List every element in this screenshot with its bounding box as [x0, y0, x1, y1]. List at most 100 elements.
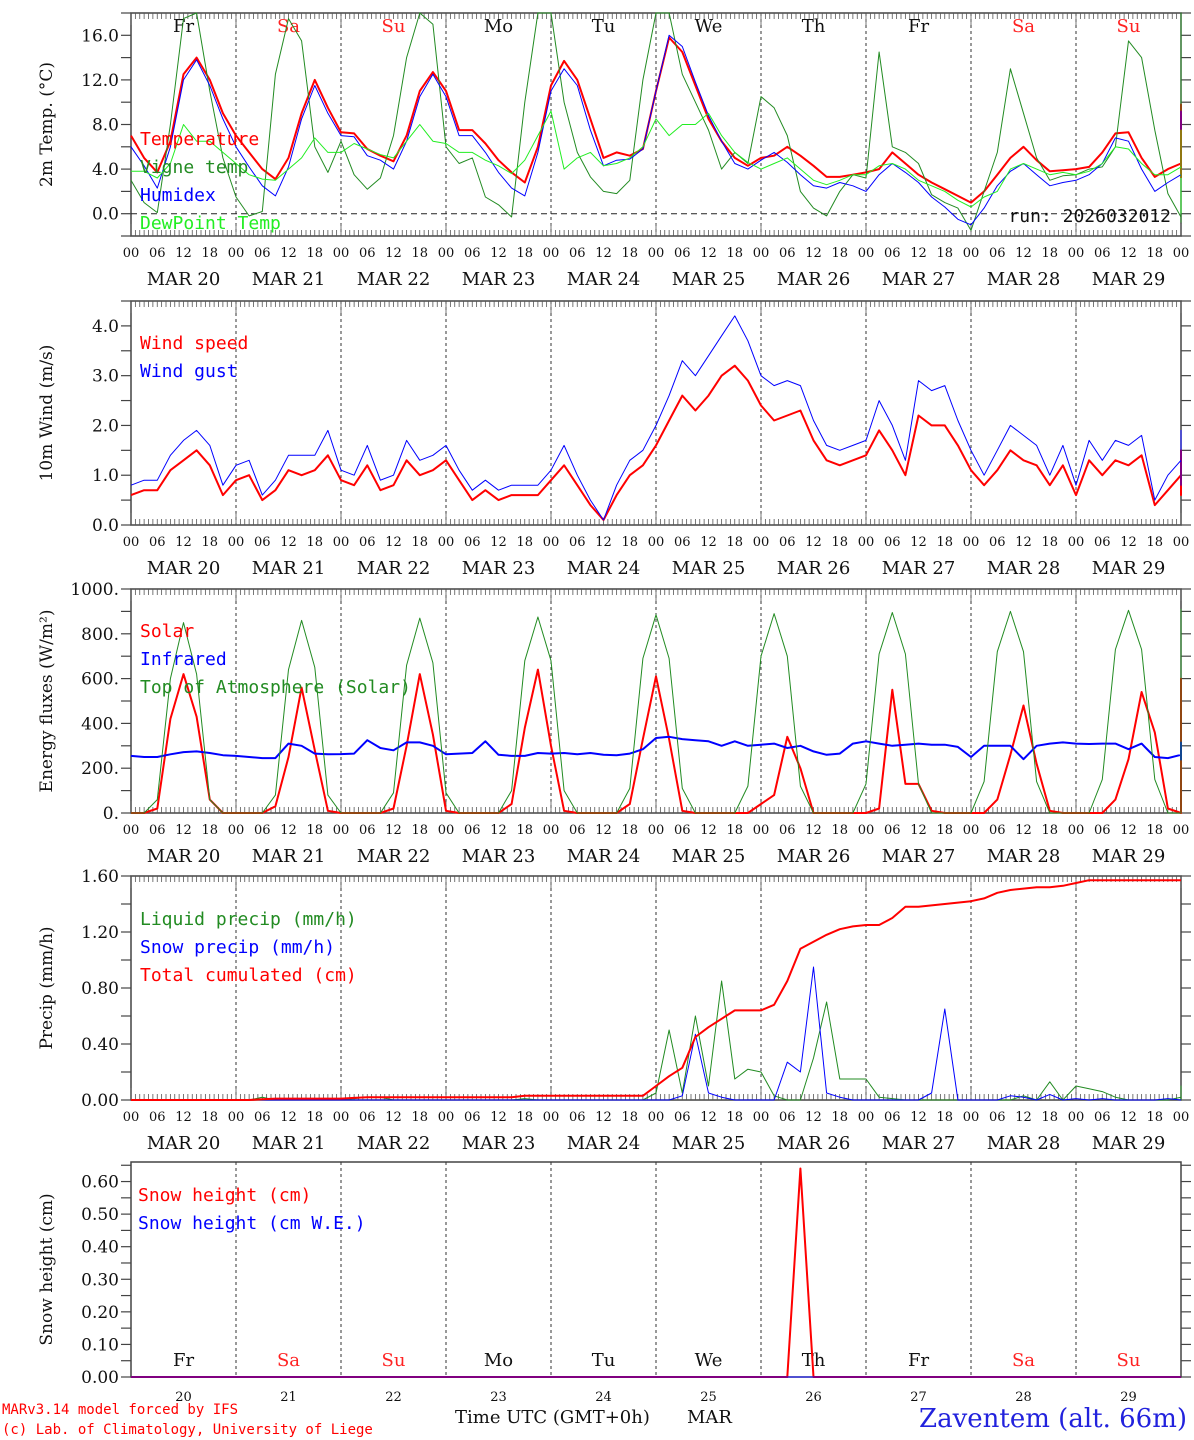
x-hour-label: 18: [621, 1110, 638, 1125]
legend-entry: Snow precip (mm/h): [140, 937, 335, 958]
x-hour-label: 06: [254, 535, 271, 550]
legend-entry: Wind gust: [140, 361, 238, 382]
x-hour-label: 18: [306, 823, 323, 838]
weekday-label: Fr: [908, 1350, 929, 1371]
x-hour-label: 00: [963, 535, 980, 550]
x-hour-label: 00: [123, 246, 140, 261]
x-hour-label: 06: [779, 246, 796, 261]
x-hour-label: 00: [648, 823, 665, 838]
x-hour-label: 18: [936, 1110, 953, 1125]
x-day-number: 26: [805, 1390, 822, 1405]
x-date-label: MAR 27: [882, 1133, 956, 1154]
x-hour-label: 18: [411, 535, 428, 550]
weekday-label: Su: [382, 16, 406, 37]
x-hour-label: 06: [149, 246, 166, 261]
weekday-label: Tu: [592, 1350, 616, 1371]
x-hour-label: 00: [648, 535, 665, 550]
x-day-number: 27: [910, 1390, 927, 1405]
x-hour-label: 06: [149, 535, 166, 550]
y-tick-label: 4.0: [92, 317, 119, 337]
legend-entry: Liquid precip (mm/h): [140, 909, 357, 930]
x-hour-label: 18: [1146, 535, 1163, 550]
x-hour-label: 18: [726, 823, 743, 838]
x-hour-label: 06: [1094, 246, 1111, 261]
x-hour-label: 18: [306, 535, 323, 550]
legend-entry: Wind speed: [140, 333, 248, 354]
x-day-number: 22: [385, 1390, 402, 1405]
y-tick-label: 4.0: [92, 160, 119, 180]
x-hour-label: 18: [726, 246, 743, 261]
x-hour-label: 12: [1015, 246, 1032, 261]
series-line-dewpoint-temp: [131, 110, 1182, 214]
x-hour-label: 00: [858, 535, 875, 550]
x-hour-label: 12: [805, 535, 822, 550]
x-hour-label: 12: [595, 823, 612, 838]
x-hour-label: 06: [674, 823, 691, 838]
y-tick-label: 0.0: [92, 205, 119, 225]
x-date-label: MAR 21: [252, 558, 326, 579]
x-hour-label: 12: [805, 1110, 822, 1125]
legend-entry: Infrared: [140, 649, 227, 670]
x-hour-label: 00: [123, 535, 140, 550]
weekday-label: We: [695, 1350, 723, 1371]
x-hour-label: 00: [648, 246, 665, 261]
x-axis-month: MAR: [687, 1407, 732, 1428]
x-hour-label: 06: [884, 535, 901, 550]
y-tick-label: 0.10: [81, 1335, 119, 1355]
x-hour-label: 06: [254, 246, 271, 261]
x-hour-label: 00: [123, 1110, 140, 1125]
x-hour-label: 06: [359, 535, 376, 550]
x-date-label: MAR 27: [882, 558, 956, 579]
x-hour-label: 18: [1041, 246, 1058, 261]
x-hour-label: 18: [936, 246, 953, 261]
y-tick-label: 0.40: [81, 1238, 119, 1258]
legend-entry: Snow height (cm): [138, 1185, 311, 1206]
x-date-label: MAR 28: [987, 846, 1061, 867]
x-hour-label: 00: [753, 823, 770, 838]
y-tick-label: 12.0: [81, 71, 119, 91]
x-hour-label: 18: [306, 1110, 323, 1125]
x-hour-label: 18: [726, 1110, 743, 1125]
x-hour-label: 12: [1015, 535, 1032, 550]
x-hour-label: 00: [333, 535, 350, 550]
x-date-label: MAR 22: [357, 846, 431, 867]
x-hour-label: 00: [753, 1110, 770, 1125]
y-axis-label: 2m Temp. (°C): [37, 62, 57, 187]
x-hour-label: 00: [963, 246, 980, 261]
x-hour-label: 00: [858, 823, 875, 838]
x-hour-label: 00: [1173, 246, 1190, 261]
x-date-label: MAR 26: [777, 1133, 851, 1154]
y-tick-label: 16.0: [81, 26, 119, 46]
x-hour-label: 00: [543, 1110, 560, 1125]
weekday-label: Fr: [173, 1350, 194, 1371]
x-date-label: MAR 21: [252, 1133, 326, 1154]
x-date-label: MAR 28: [987, 1133, 1061, 1154]
x-hour-label: 00: [648, 1110, 665, 1125]
x-hour-label: 12: [805, 823, 822, 838]
x-hour-label: 00: [543, 823, 560, 838]
y-tick-label: 0.80: [81, 979, 119, 999]
y-tick-label: 3.0: [92, 367, 119, 387]
weekday-label: Sa: [1012, 16, 1035, 37]
x-date-label: MAR 26: [777, 269, 851, 290]
x-hour-label: 00: [1068, 823, 1085, 838]
x-hour-label: 00: [228, 246, 245, 261]
x-hour-label: 00: [438, 1110, 455, 1125]
x-hour-label: 12: [910, 535, 927, 550]
weekday-label: Sa: [1012, 1350, 1035, 1371]
y-tick-label: 400.: [81, 714, 119, 734]
x-hour-label: 00: [438, 823, 455, 838]
x-hour-label: 18: [621, 823, 638, 838]
x-hour-label: 12: [910, 823, 927, 838]
x-day-number: 29: [1120, 1390, 1137, 1405]
x-hour-label: 12: [1015, 1110, 1032, 1125]
x-hour-label: 12: [175, 1110, 192, 1125]
x-hour-label: 18: [411, 1110, 428, 1125]
y-axis-label: Energy fluxes (W/m²): [37, 610, 57, 793]
panel-frame: [130, 300, 1182, 526]
x-date-label: MAR 20: [147, 558, 221, 579]
weekday-label: Sa: [277, 1350, 300, 1371]
y-tick-label: 1.60: [81, 867, 119, 887]
x-hour-label: 00: [228, 535, 245, 550]
x-hour-label: 06: [569, 246, 586, 261]
